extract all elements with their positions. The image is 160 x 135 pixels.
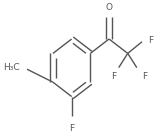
- Text: F: F: [69, 124, 74, 133]
- Text: F: F: [142, 72, 147, 81]
- Text: F: F: [148, 36, 153, 45]
- Text: O: O: [106, 3, 112, 12]
- Text: F: F: [111, 72, 116, 81]
- Text: H₃C: H₃C: [3, 63, 20, 72]
